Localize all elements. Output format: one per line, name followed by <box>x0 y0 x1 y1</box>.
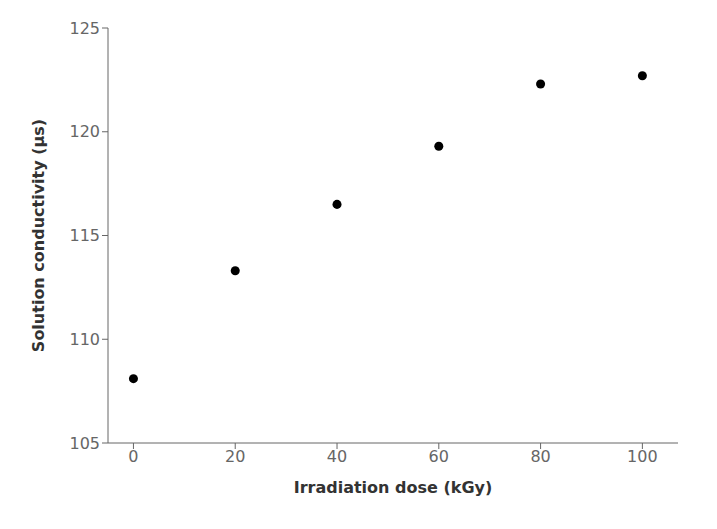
svg-text:20: 20 <box>225 447 245 466</box>
svg-text:40: 40 <box>327 447 347 466</box>
svg-text:Irradiation dose (kGy): Irradiation dose (kGy) <box>294 478 493 497</box>
svg-text:125: 125 <box>69 19 100 38</box>
svg-text:120: 120 <box>69 122 100 141</box>
svg-text:115: 115 <box>69 226 100 245</box>
svg-text:Solution conductivity (μs): Solution conductivity (μs) <box>29 119 48 352</box>
svg-text:0: 0 <box>128 447 138 466</box>
svg-text:110: 110 <box>69 330 100 349</box>
svg-text:105: 105 <box>69 434 100 453</box>
svg-text:100: 100 <box>627 447 658 466</box>
svg-text:80: 80 <box>530 447 550 466</box>
svg-text:60: 60 <box>429 447 449 466</box>
